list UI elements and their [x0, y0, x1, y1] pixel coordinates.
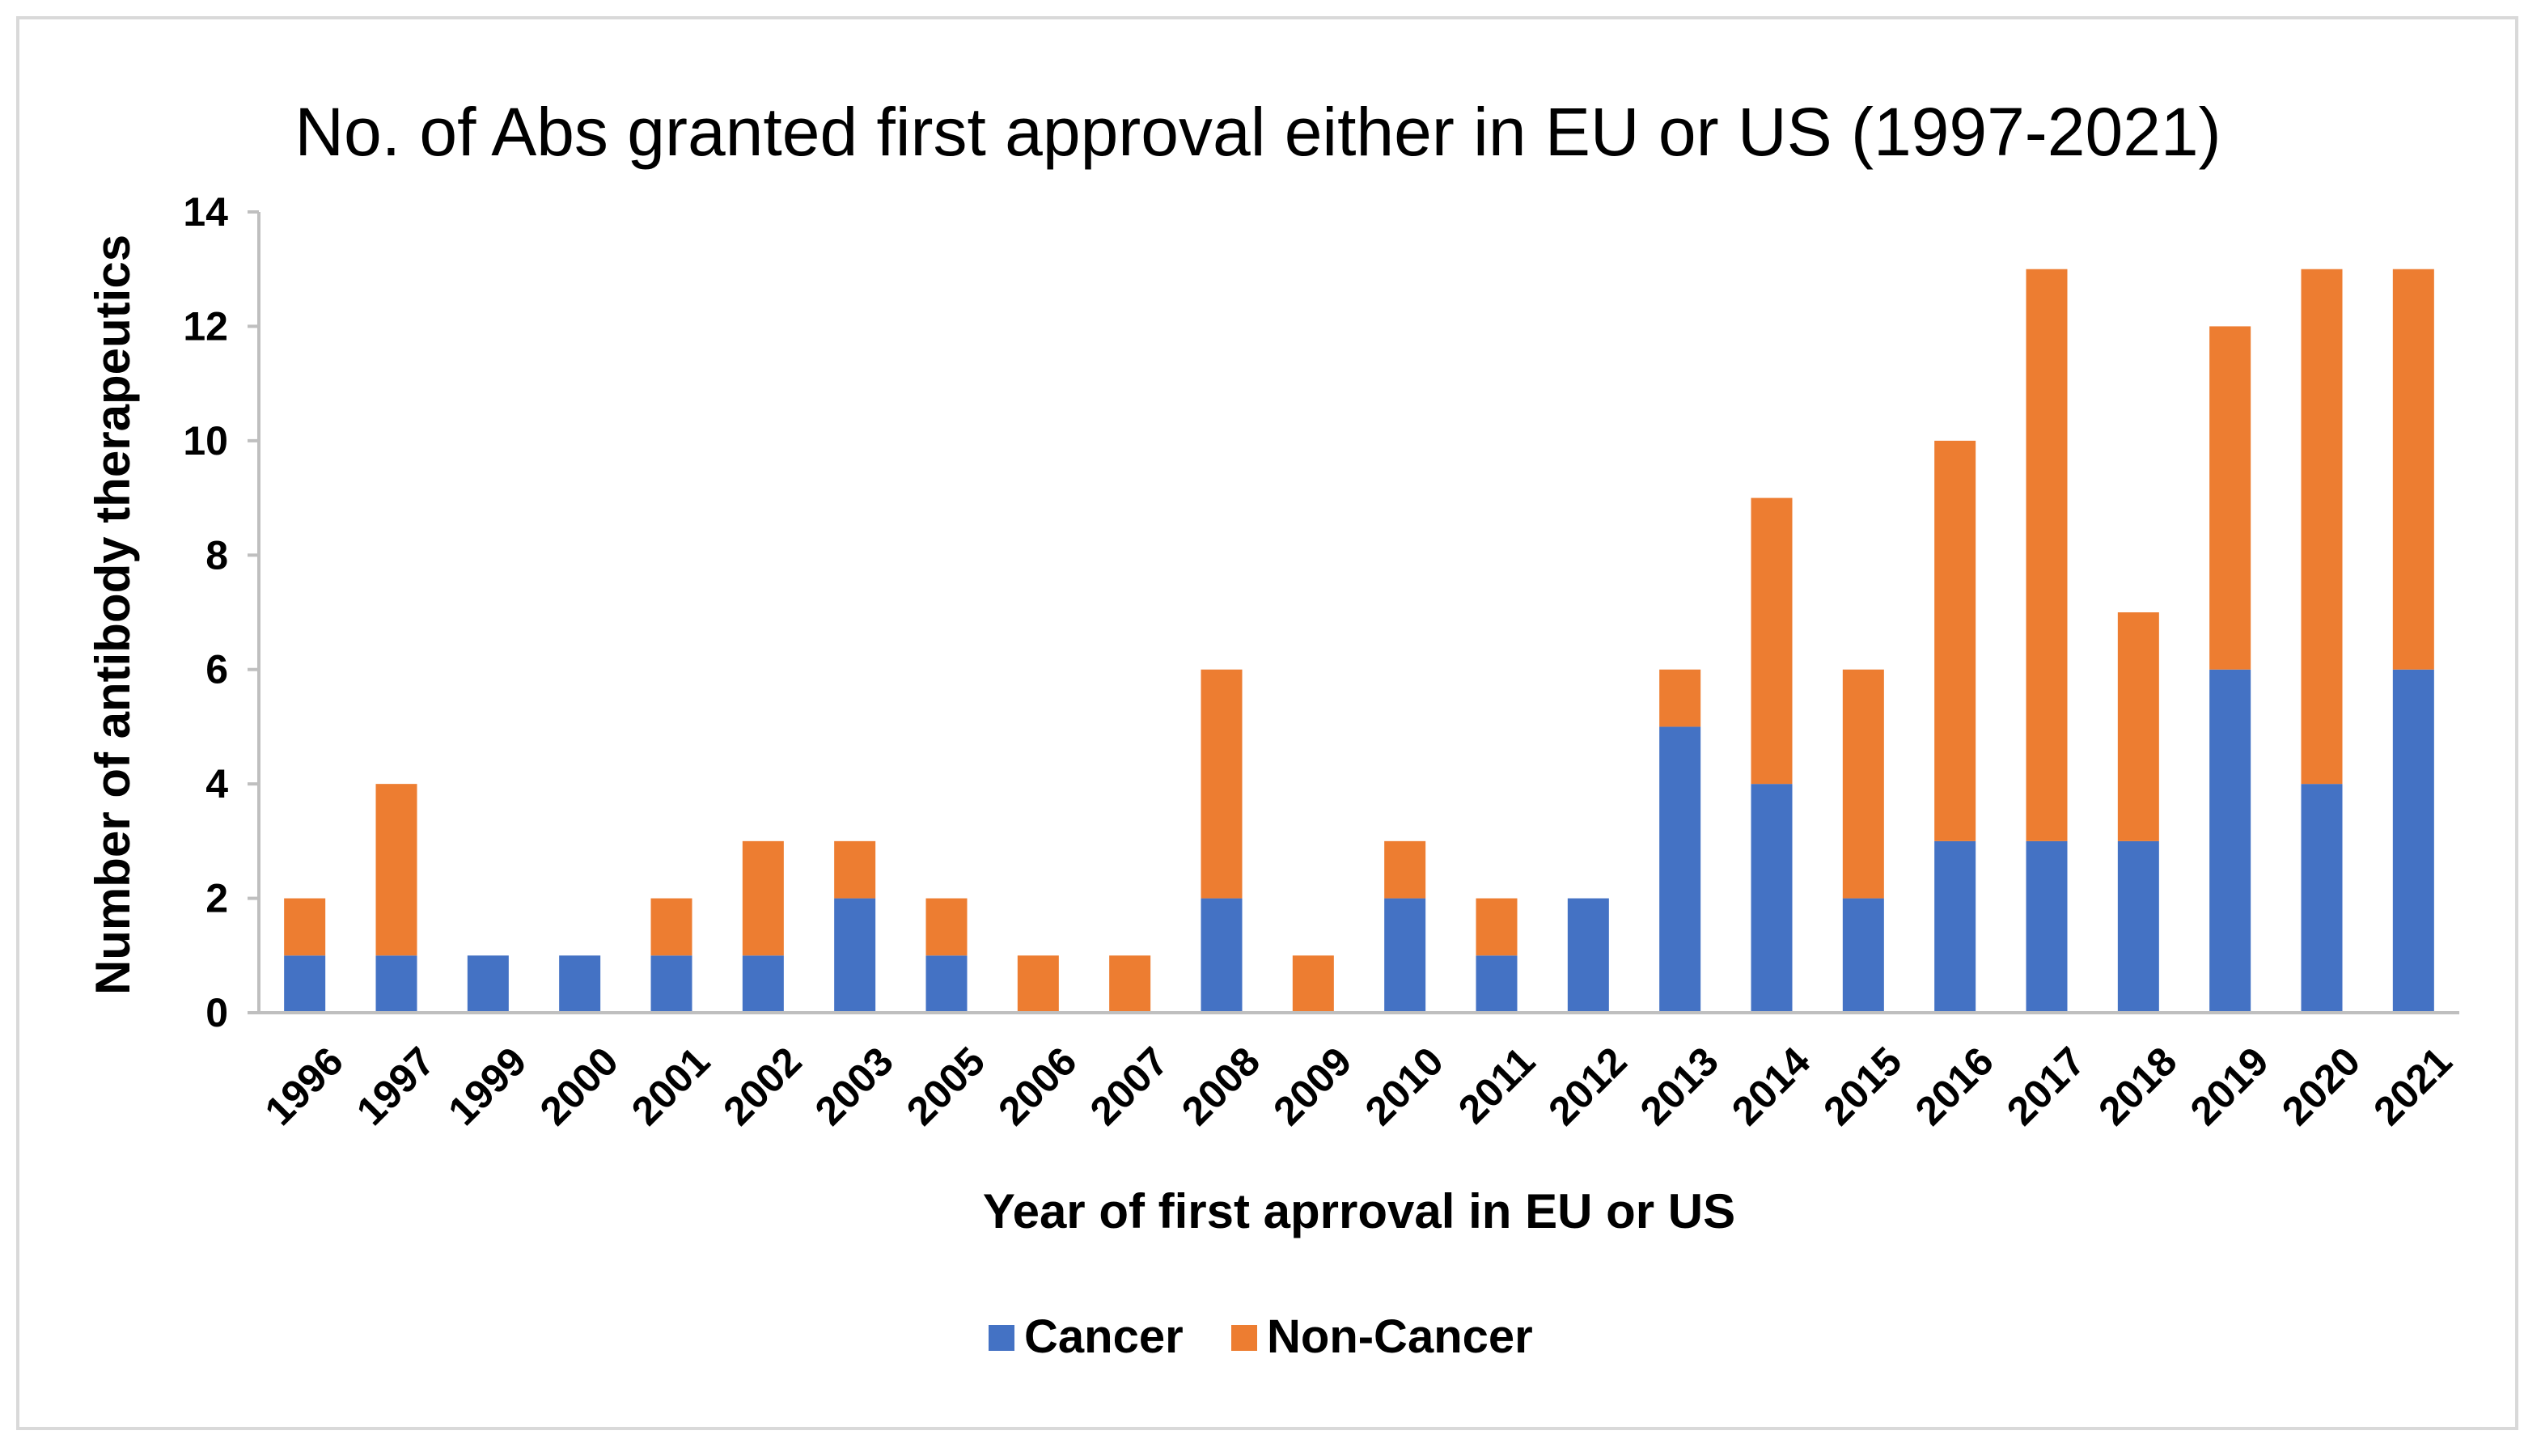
- y-tick-label: 2: [205, 876, 228, 921]
- bar-cancer-2015: [1842, 898, 1884, 1013]
- bar-non-cancer-2016: [1934, 440, 1976, 841]
- x-tick-label-2005: 2005: [898, 1039, 993, 1134]
- x-tick-label-2015: 2015: [1815, 1039, 1910, 1134]
- chart-frame: [16, 16, 2518, 1430]
- bar-cancer-2010: [1384, 898, 1426, 1013]
- bar-non-cancer-2001: [650, 898, 692, 956]
- bar-cancer-2002: [742, 955, 784, 1013]
- y-ticks-group: 0 2 4 6 8 10 12 14: [183, 189, 259, 1035]
- x-tick-label-2007: 2007: [1082, 1039, 1177, 1134]
- bar-cancer-2019: [2209, 669, 2251, 1013]
- legend-label-cancer: Cancer: [1024, 1310, 1184, 1363]
- y-tick-label: 14: [183, 189, 228, 235]
- x-tick-label-2008: 2008: [1173, 1039, 1268, 1134]
- legend: Cancer Non-Cancer: [989, 1310, 1533, 1363]
- x-tick-label-2003: 2003: [807, 1039, 902, 1134]
- x-tick-label-2012: 2012: [1539, 1039, 1635, 1134]
- x-tick-label-2017: 2017: [1998, 1039, 2094, 1134]
- bar-non-cancer-2010: [1384, 840, 1426, 899]
- bar-non-cancer-2015: [1842, 669, 1884, 899]
- bar-cancer-2005: [925, 955, 968, 1013]
- bar-non-cancer-2018: [2117, 612, 2159, 841]
- legend-label-non-cancer: Non-Cancer: [1267, 1310, 1533, 1363]
- bar-cancer-2001: [650, 955, 692, 1013]
- x-tick-label-2002: 2002: [714, 1039, 810, 1134]
- y-tick-label: 6: [205, 647, 228, 692]
- x-tick-label-2013: 2013: [1632, 1039, 1727, 1134]
- bar-non-cancer-1996: [284, 898, 326, 956]
- bar-non-cancer-2005: [925, 898, 968, 956]
- x-tick-label-2011: 2011: [1450, 1039, 1544, 1132]
- x-axis-label: Year of first aprroval in EU or US: [983, 1184, 1735, 1238]
- bar-cancer-2016: [1934, 840, 1976, 1013]
- x-tick-label-2021: 2021: [2365, 1039, 2460, 1134]
- x-tick-label-1997: 1997: [348, 1039, 443, 1134]
- y-tick-label: 10: [183, 418, 228, 463]
- x-tick-label-2006: 2006: [989, 1039, 1085, 1134]
- y-tick-label: 4: [205, 761, 228, 806]
- legend-swatch-cancer: [989, 1325, 1014, 1351]
- bar-cancer-2013: [1659, 726, 1701, 1013]
- bar-cancer-2000: [559, 955, 601, 1013]
- bar-non-cancer-1997: [375, 784, 417, 956]
- bar-non-cancer-2003: [834, 840, 876, 899]
- x-tick-label-2010: 2010: [1357, 1039, 1452, 1134]
- bar-cancer-2008: [1201, 898, 1243, 1013]
- y-tick-label: 0: [205, 990, 228, 1035]
- bar-cancer-1996: [284, 955, 326, 1013]
- bar-cancer-2011: [1476, 955, 1518, 1013]
- x-tick-label-1999: 1999: [439, 1039, 535, 1134]
- bar-non-cancer-2021: [2392, 269, 2434, 670]
- x-tick-label-2009: 2009: [1264, 1039, 1360, 1134]
- y-tick-label: 8: [205, 532, 228, 578]
- bar-cancer-2003: [834, 898, 876, 1013]
- bar-cancer-1999: [467, 955, 509, 1013]
- x-ticks-group: 1996199719992000200120022003200520062007…: [256, 1039, 2461, 1134]
- x-tick-label-2016: 2016: [1907, 1039, 2002, 1134]
- x-tick-label-2020: 2020: [2273, 1039, 2369, 1134]
- bar-non-cancer-2019: [2209, 326, 2251, 670]
- bar-non-cancer-2008: [1201, 669, 1243, 899]
- bar-non-cancer-2020: [2301, 269, 2343, 785]
- bar-non-cancer-2006: [1017, 955, 1059, 1013]
- x-tick-label-2018: 2018: [2090, 1039, 2185, 1134]
- bar-cancer-2014: [1751, 784, 1793, 1013]
- x-tick-label-2019: 2019: [2182, 1039, 2277, 1134]
- bar-cancer-1997: [375, 955, 417, 1013]
- bar-non-cancer-2002: [742, 840, 784, 956]
- bar-non-cancer-2009: [1292, 955, 1334, 1013]
- chart-title: No. of Abs granted first approval either…: [294, 94, 2221, 170]
- legend-swatch-non-cancer: [1231, 1325, 1257, 1351]
- bar-non-cancer-2011: [1476, 898, 1518, 956]
- x-tick-label-1996: 1996: [256, 1039, 352, 1134]
- y-axis-label: Number of antibody therapeutics: [86, 235, 140, 995]
- bar-cancer-2017: [2026, 840, 2068, 1013]
- y-tick-label: 12: [183, 303, 228, 349]
- bar-cancer-2021: [2392, 669, 2434, 1013]
- x-tick-label-2014: 2014: [1723, 1039, 1819, 1134]
- bars-group: [284, 269, 2434, 1013]
- bar-cancer-2018: [2117, 840, 2159, 1013]
- bar-non-cancer-2017: [2026, 269, 2068, 841]
- bar-cancer-2012: [1567, 898, 1609, 1013]
- bar-non-cancer-2007: [1109, 955, 1151, 1013]
- x-tick-label-2001: 2001: [623, 1039, 718, 1134]
- x-tick-label-2000: 2000: [531, 1039, 627, 1134]
- bar-cancer-2020: [2301, 784, 2343, 1013]
- bar-non-cancer-2013: [1659, 669, 1701, 727]
- bar-non-cancer-2014: [1751, 497, 1793, 785]
